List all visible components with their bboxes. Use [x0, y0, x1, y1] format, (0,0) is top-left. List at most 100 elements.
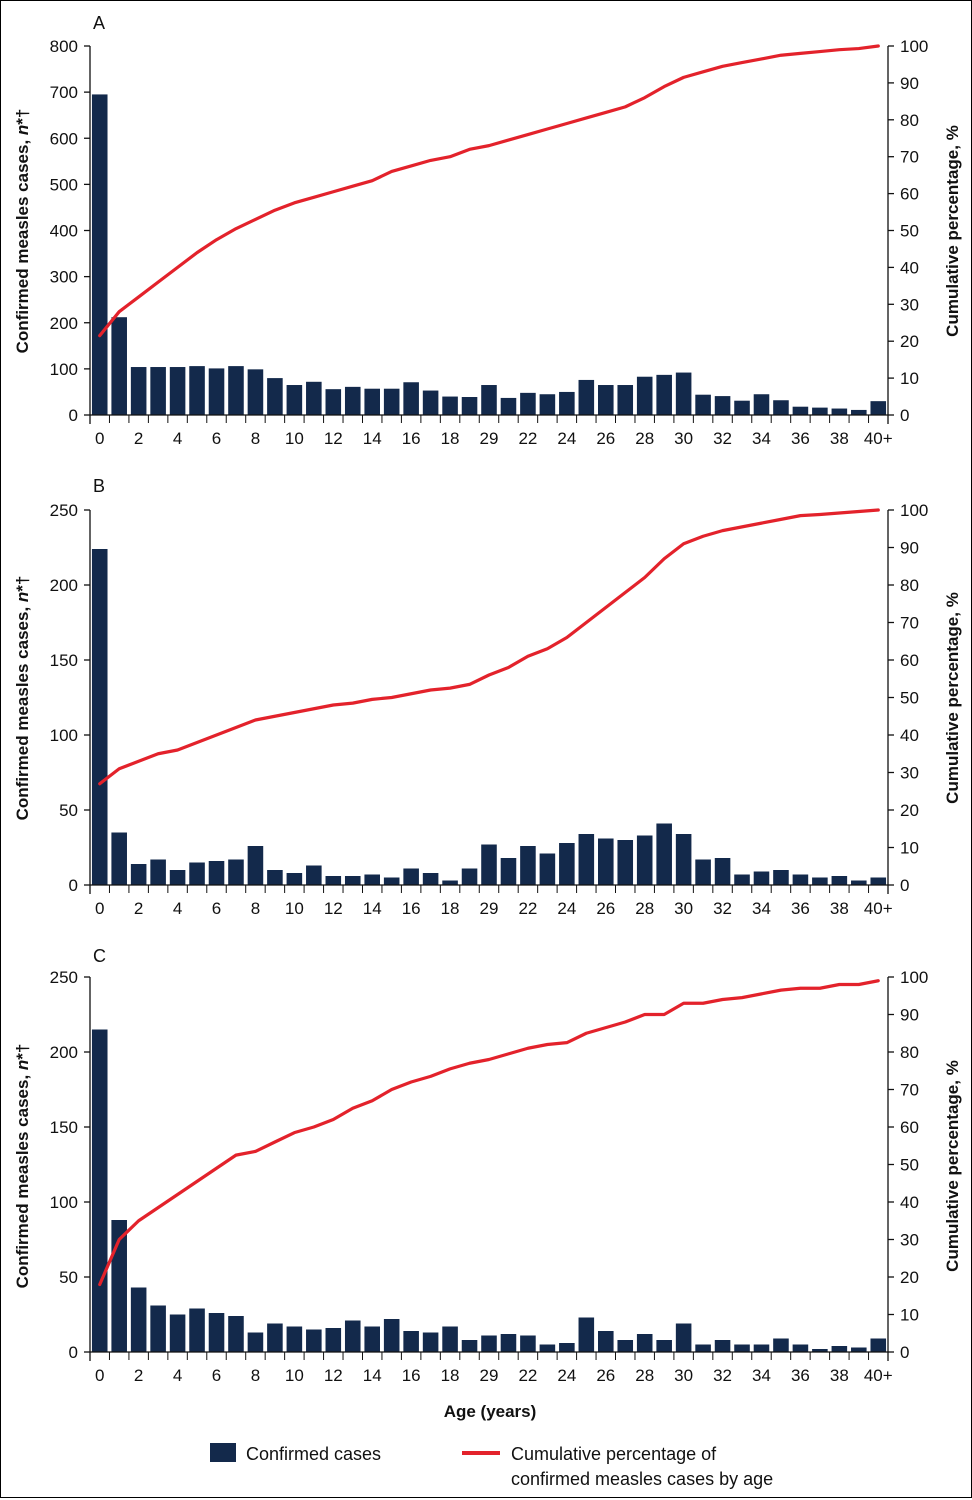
- bar-c-11: [306, 1329, 322, 1352]
- y2-tick-label-b-100: 100: [900, 501, 928, 520]
- bar-b-36: [792, 874, 809, 885]
- y2-tick-label-a-60: 60: [900, 185, 919, 204]
- bar-c-26: [598, 1331, 614, 1352]
- x-tick-label-b-1: 2: [134, 899, 143, 918]
- y-tick-label-b-200: 200: [50, 576, 78, 595]
- y2-tick-label-a-40: 40: [900, 258, 919, 277]
- bar-a-34: [753, 394, 770, 415]
- bar-c-37: [812, 1349, 828, 1352]
- x-tick-label-c-1: 2: [134, 1366, 143, 1385]
- bar-c-39: [851, 1347, 867, 1352]
- y2-tick-label-a-90: 90: [900, 74, 919, 93]
- x-tick-label-b-15: 30: [674, 899, 693, 918]
- bar-b-2: [130, 864, 147, 885]
- x-tick-label-b-0: 0: [95, 899, 104, 918]
- x-tick-label-c-6: 12: [324, 1366, 343, 1385]
- x-tick-label-a-7: 14: [363, 429, 382, 448]
- x-tick-label-a-13: 26: [596, 429, 615, 448]
- bar-b-37: [812, 877, 828, 885]
- bar-b-20: [481, 844, 497, 885]
- bar-a-24: [559, 391, 575, 415]
- bar-b-7: [228, 859, 244, 885]
- bar-b-32: [714, 858, 731, 885]
- y2-tick-label-c-50: 50: [900, 1156, 919, 1175]
- bar-c-40: [870, 1338, 887, 1352]
- bar-a-20: [481, 385, 497, 415]
- x-tick-label-a-18: 36: [791, 429, 810, 448]
- bar-b-14: [364, 874, 380, 885]
- x-tick-label-c-5: 10: [285, 1366, 304, 1385]
- y-tick-label-a-500: 500: [50, 175, 78, 194]
- bar-b-22: [520, 846, 536, 885]
- bar-a-14: [364, 388, 380, 415]
- x-tick-label-a-0: 0: [95, 429, 104, 448]
- bar-b-6: [208, 861, 225, 885]
- y2-tick-label-c-80: 80: [900, 1043, 919, 1062]
- x-tick-label-c-0: 0: [95, 1366, 104, 1385]
- bar-c-25: [578, 1317, 595, 1352]
- bar-b-23: [539, 853, 556, 885]
- bar-c-23: [539, 1344, 556, 1352]
- y-tick-label-b-0: 0: [69, 876, 78, 895]
- x-tick-label-c-3: 6: [212, 1366, 221, 1385]
- bar-c-19: [461, 1340, 478, 1352]
- y2-tick-label-a-10: 10: [900, 369, 919, 388]
- x-tick-label-c-4: 8: [251, 1366, 260, 1385]
- x-tick-label-a-5: 10: [285, 429, 304, 448]
- y2-tick-label-c-30: 30: [900, 1231, 919, 1250]
- bar-a-12: [325, 389, 342, 415]
- bar-c-27: [617, 1340, 634, 1352]
- y2-tick-label-a-0: 0: [900, 406, 909, 425]
- x-tick-label-b-19: 38: [830, 899, 849, 918]
- x-tick-label-b-2: 4: [173, 899, 182, 918]
- bar-a-33: [734, 400, 750, 415]
- x-tick-label-a-9: 18: [441, 429, 460, 448]
- bar-a-18: [442, 396, 458, 415]
- y2-tick-label-c-0: 0: [900, 1343, 909, 1362]
- x-tick-label-a-17: 34: [752, 429, 771, 448]
- x-tick-label-c-19: 38: [830, 1366, 849, 1385]
- bar-c-0: [91, 1029, 108, 1352]
- x-tick-label-a-4: 8: [251, 429, 260, 448]
- bar-c-38: [831, 1346, 848, 1352]
- x-tick-label-c-20: 40+: [864, 1366, 893, 1385]
- bar-c-17: [422, 1332, 439, 1352]
- cumulative-line-b: [98, 508, 880, 786]
- y2-tick-label-c-70: 70: [900, 1081, 919, 1100]
- x-axis-title: Age (years): [444, 1402, 537, 1421]
- y2-tick-label-a-30: 30: [900, 295, 919, 314]
- x-tick-label-a-10: 29: [480, 429, 499, 448]
- bar-a-37: [812, 407, 828, 415]
- y2-tick-label-c-40: 40: [900, 1193, 919, 1212]
- y-tick-label-a-200: 200: [50, 314, 78, 333]
- x-tick-label-a-3: 6: [212, 429, 221, 448]
- bar-c-1: [111, 1220, 127, 1352]
- bar-b-33: [734, 874, 750, 885]
- x-tick-label-c-18: 36: [791, 1366, 810, 1385]
- x-tick-label-c-16: 32: [713, 1366, 732, 1385]
- cumulative-line-c: [98, 979, 880, 1287]
- y-tick-label-a-300: 300: [50, 268, 78, 287]
- bar-a-1: [111, 317, 127, 415]
- x-tick-label-b-16: 32: [713, 899, 732, 918]
- bar-c-6: [208, 1313, 225, 1352]
- bar-a-13: [344, 386, 361, 415]
- cumulative-line-a: [98, 44, 880, 338]
- y-axis-title-c: Confirmed measles cases, n*†: [13, 1044, 32, 1289]
- y2-tick-label-b-10: 10: [900, 839, 919, 858]
- x-tick-label-b-20: 40+: [864, 899, 893, 918]
- y2-tick-label-a-70: 70: [900, 148, 919, 167]
- panel-label-c: C: [93, 946, 106, 966]
- bar-c-35: [773, 1338, 789, 1352]
- bar-c-13: [344, 1320, 361, 1352]
- bar-b-28: [636, 835, 653, 885]
- y2-tick-label-b-60: 60: [900, 651, 919, 670]
- bar-b-10: [286, 873, 303, 885]
- y-tick-label-b-250: 250: [50, 501, 78, 520]
- legend-bar-label: Confirmed cases: [246, 1444, 381, 1464]
- x-tick-label-b-12: 24: [557, 899, 576, 918]
- bar-b-39: [851, 880, 867, 885]
- x-tick-label-b-6: 12: [324, 899, 343, 918]
- bar-a-36: [792, 406, 809, 415]
- x-tick-label-b-11: 22: [518, 899, 537, 918]
